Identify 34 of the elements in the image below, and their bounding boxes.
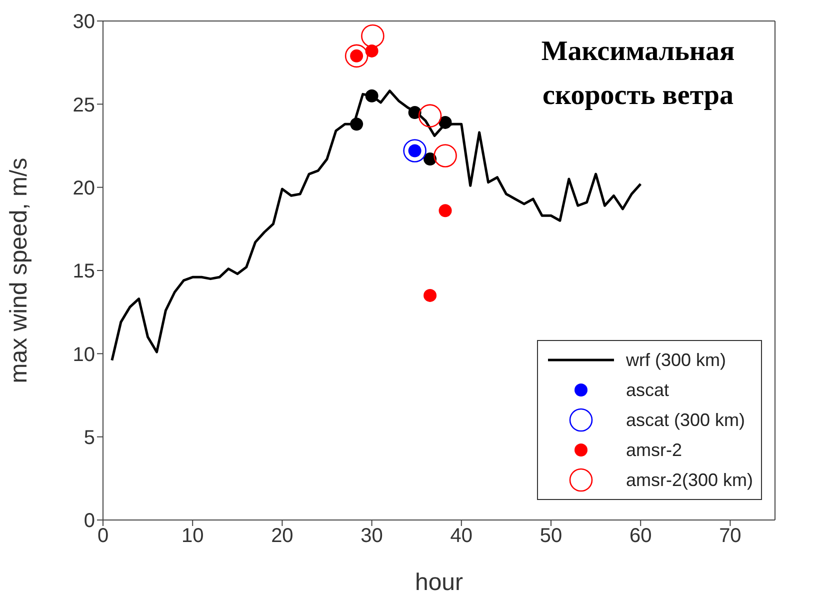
point: [403, 139, 426, 162]
point: [408, 106, 422, 119]
x-tick-label: 20: [271, 525, 294, 548]
x-tick-label: 70: [719, 525, 742, 548]
point: [344, 44, 368, 68]
y-tick-label: 10: [72, 344, 95, 366]
y-tick-label: 15: [72, 260, 95, 283]
point: [438, 116, 452, 129]
point: [434, 144, 457, 168]
x-tick-label: 50: [540, 525, 562, 548]
point: [365, 89, 378, 102]
annotation: Максимальная скорость ветра: [540, 35, 736, 113]
y-tick-label: 20: [72, 177, 95, 200]
x-tick-label: 40: [450, 525, 473, 548]
y-axis-title: max wind speed, m/s: [6, 158, 33, 384]
x-tick-label: 10: [181, 525, 204, 548]
point: [418, 104, 442, 128]
point: [424, 288, 437, 302]
y-tick-label: 30: [72, 11, 95, 34]
legend-label: ascat: [626, 380, 669, 400]
point: [424, 152, 437, 166]
point: [350, 118, 364, 131]
x-axis-title: hour: [414, 569, 464, 596]
x-tick-label: 60: [629, 525, 652, 548]
y-tick-label: 0: [84, 510, 95, 532]
point: [438, 204, 452, 218]
point: [361, 24, 384, 48]
legend-label: amsr-2: [626, 440, 682, 460]
legend-label: amsr-2(300 km): [626, 470, 753, 490]
y-tick-label: 25: [72, 94, 95, 116]
legend-label: wrf (300 km): [626, 350, 726, 370]
legend-label: ascat (300 km): [626, 410, 746, 430]
x-tick-label: 30: [360, 525, 383, 548]
y-tick-label: 5: [84, 426, 95, 449]
